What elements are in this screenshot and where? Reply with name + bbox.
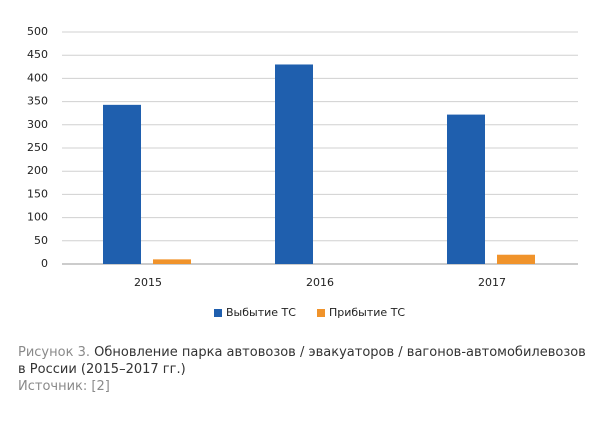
y-tick-label: 500: [27, 25, 48, 38]
bar: [103, 104, 141, 265]
bar: [153, 259, 191, 264]
chart: 0 50 100 150 200 250 300 350 400 450 500 2015 2016 20…: [27, 25, 578, 319]
source: Источник: [2]: [18, 379, 110, 394]
y-tick-label: 0: [41, 257, 48, 270]
x-tick-label: 2016: [306, 276, 334, 289]
bar: [497, 254, 535, 264]
y-tick-label: 300: [27, 118, 48, 131]
y-tick-label: 50: [34, 234, 48, 247]
y-tick-label: 350: [27, 95, 48, 108]
x-tick-label: 2017: [478, 276, 506, 289]
y-tick-label: 100: [27, 211, 48, 224]
y-tick-label: 250: [27, 141, 48, 154]
y-tick-label: 450: [27, 48, 48, 61]
y-tick-label: 400: [27, 71, 48, 84]
legend-label: Выбытие ТС: [226, 306, 296, 319]
x-tick-label: 2015: [134, 276, 162, 289]
y-tick-label: 200: [27, 164, 48, 177]
y-tick-label: 150: [27, 187, 48, 200]
legend-swatch: [317, 309, 325, 317]
bar: [447, 114, 485, 264]
legend-swatch: [214, 309, 222, 317]
figure-label: Рисунок 3.: [18, 345, 90, 360]
caption: Рисунок 3. Обновление парка автовозов / …: [18, 344, 588, 395]
bar: [275, 64, 313, 264]
chart-title: Обновление парка автовозов / эвакуаторов…: [18, 345, 586, 377]
legend-label: Прибытие ТС: [329, 306, 405, 319]
